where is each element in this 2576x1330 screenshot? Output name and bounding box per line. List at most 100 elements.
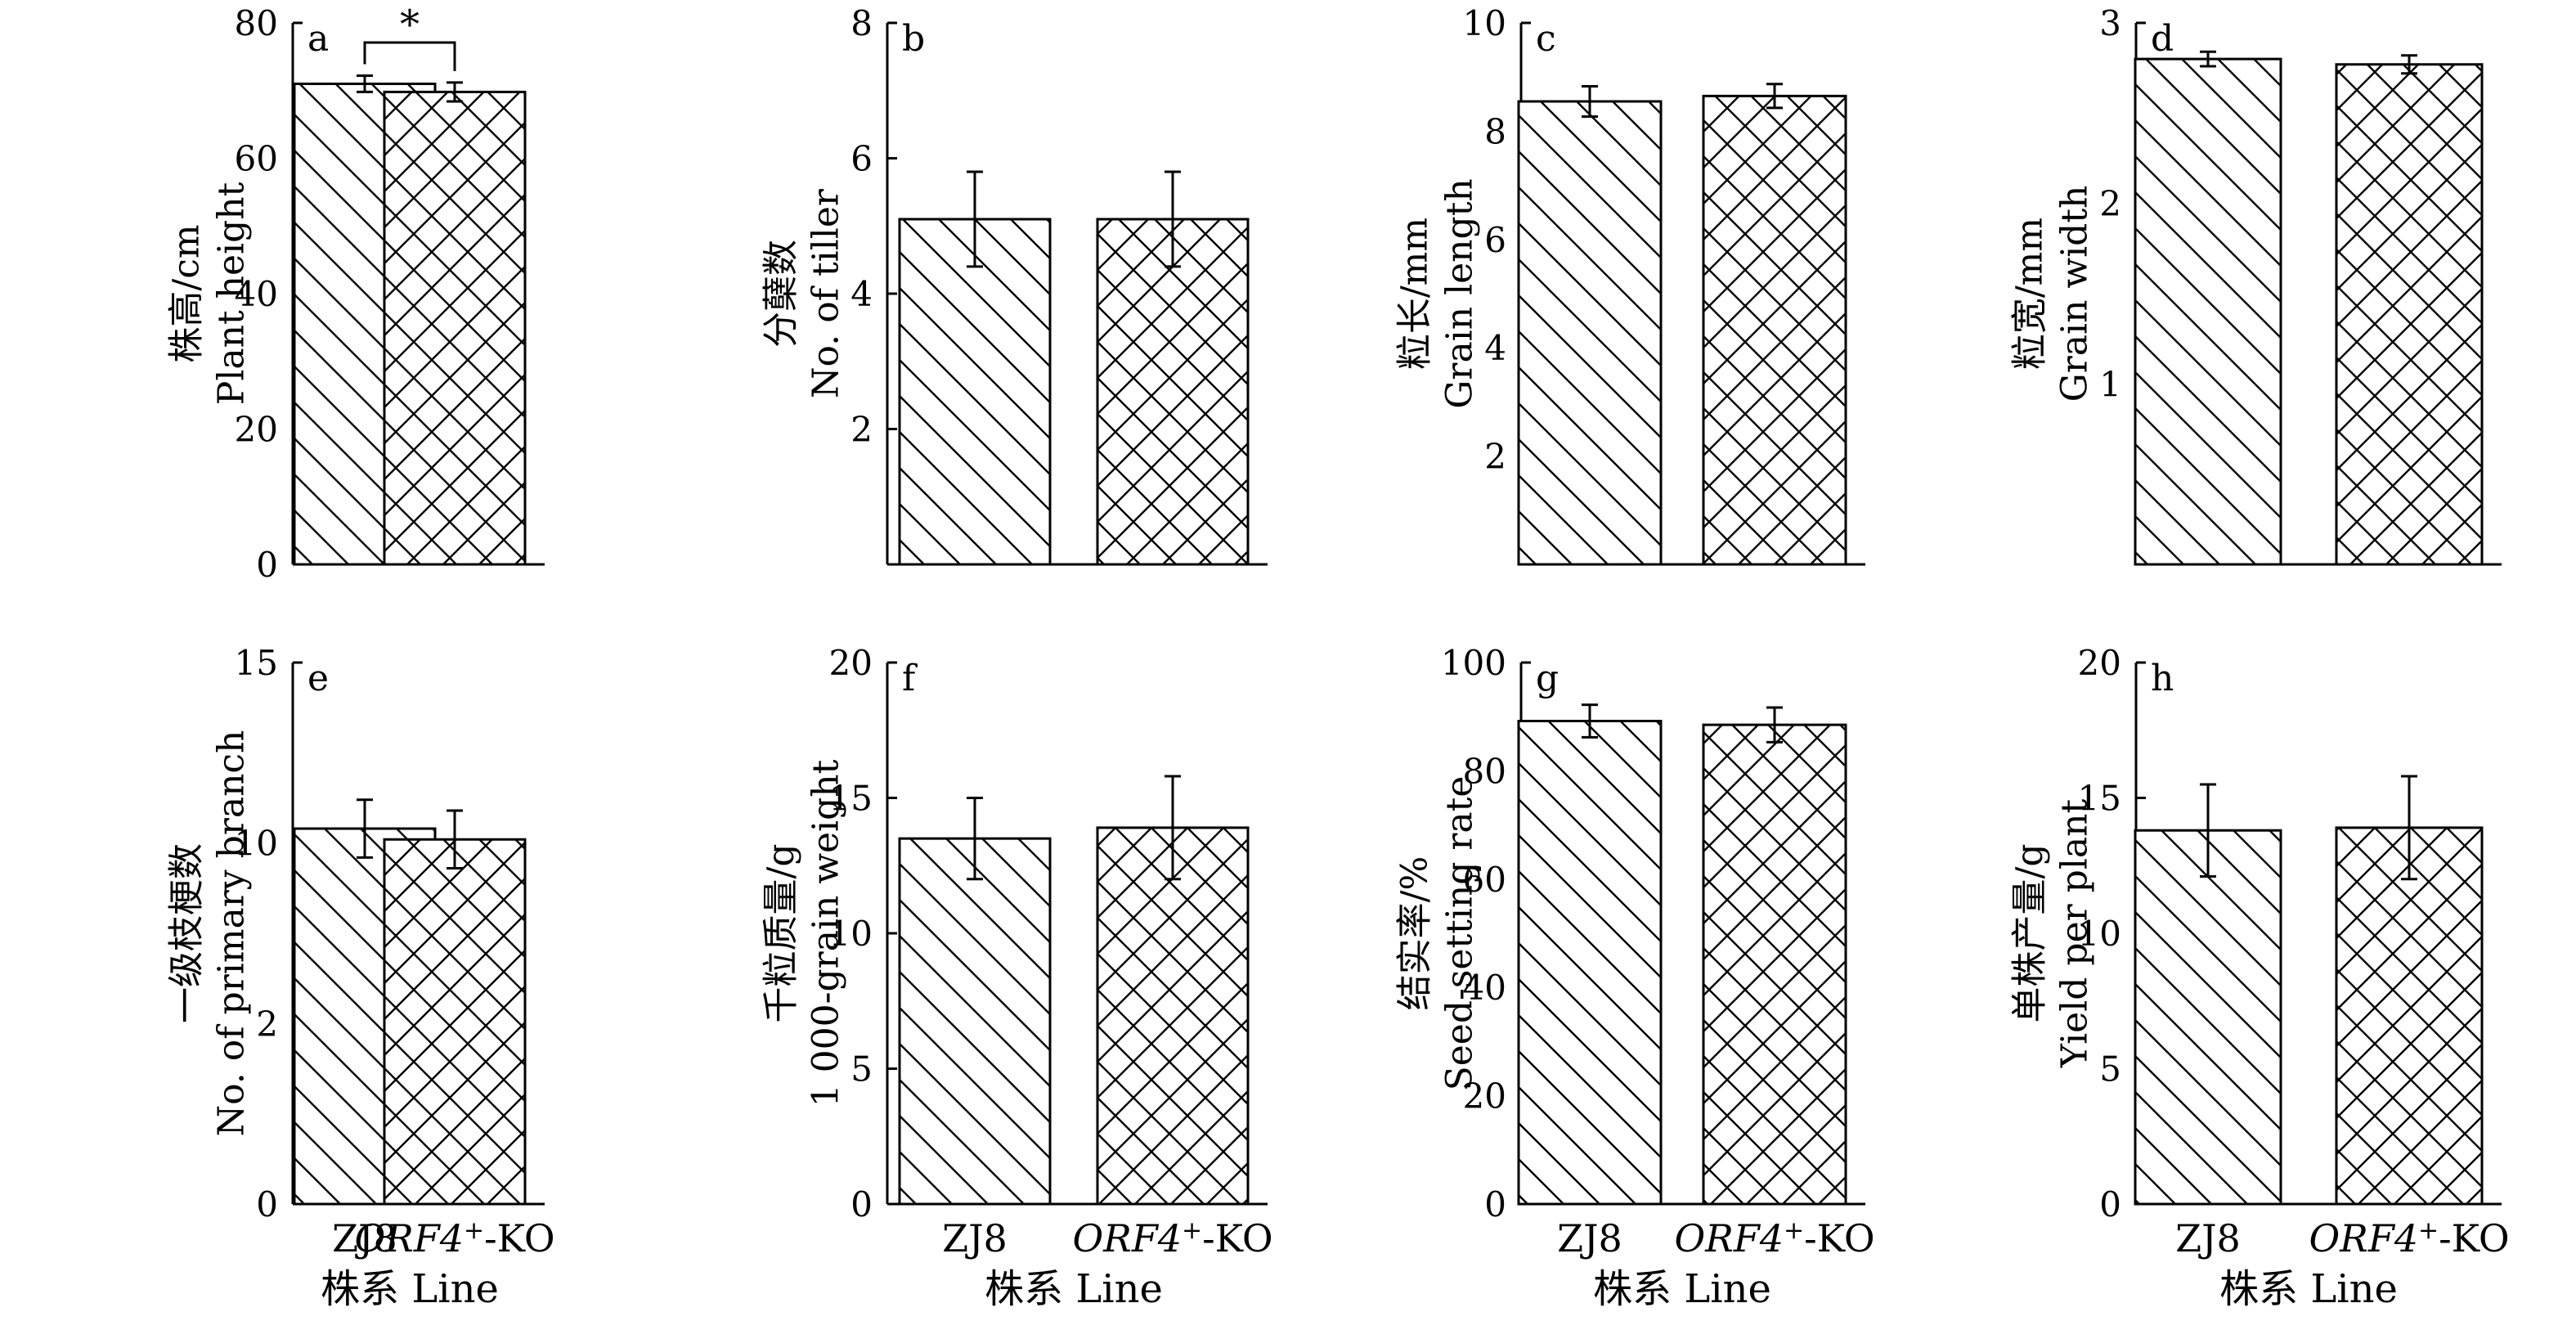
y-axis-label: 一级枝梗数No. of primary branch	[166, 730, 253, 1137]
y-axis-label: 分蘖数No. of tiller	[761, 188, 847, 398]
y-tick-label: 20	[829, 643, 873, 683]
panel-letter: h	[2151, 658, 2174, 699]
y-tick-label: 80	[1463, 751, 1506, 791]
bar-zj8	[898, 218, 1052, 566]
y-tick-label: 8	[1484, 111, 1506, 151]
y-tick-label: 3	[2099, 3, 2121, 43]
ko-superscript: +	[1784, 1216, 1804, 1245]
y-axis-label: 结实率/%Seed-setting rate	[1394, 776, 1481, 1091]
ko-suffix: -KO	[1202, 1216, 1272, 1260]
x-tick-label-zj8: ZJ8	[2175, 1216, 2241, 1260]
y-tick-label: 60	[1463, 860, 1506, 900]
y-tick-label: 6	[850, 139, 873, 179]
panel-b: 2 4 6 8 b 分蘖数No. of tiller	[761, 3, 1268, 566]
y-tick-label: 60	[235, 139, 278, 179]
y-tick-label: 5	[850, 1049, 873, 1090]
y-axis-label: 千粒质量/g1 000-grain weight	[761, 759, 847, 1107]
panel-f: 0 5 10 15 20 f 千粒质量/g1 000-grain weight	[761, 643, 1268, 1224]
significance-marker: *	[400, 2, 420, 47]
ko-gene: ORF4	[2309, 1216, 2418, 1260]
y-axis-label-cn: 粒长/mm	[1394, 218, 1436, 370]
bar-orf4-ko	[1702, 94, 1847, 566]
bar-orf4-ko	[1702, 723, 1847, 1206]
y-tick-label: 2	[1484, 437, 1506, 477]
y-axis-label: 粒长/mmGrain length	[1394, 178, 1481, 408]
panel-letter: c	[1536, 18, 1556, 60]
y-axis-label-en: Grain length	[1439, 178, 1481, 408]
panel-c: 2 4 6 8 10 c 粒长/mmGrain length	[1394, 3, 1865, 566]
bar-zj8	[898, 837, 1052, 1206]
y-tick-label: 40	[1463, 968, 1506, 1008]
y-tick-label: 4	[850, 274, 873, 314]
x-axis-labels-3: ZJ8 ORF4+-KO 株系 Line	[1557, 1216, 1874, 1312]
panel-a: 0 20 40 60 80 a 株高/cmPlant height *	[166, 2, 545, 585]
y-tick-label: 5	[2099, 1049, 2121, 1090]
bar-orf4-ko	[383, 838, 527, 1206]
x-tick-label-ko: ORF4+-KO	[1072, 1216, 1272, 1260]
ko-superscript: +	[1182, 1216, 1202, 1245]
y-tick-label: 15	[829, 779, 873, 819]
y-tick-label: 0	[850, 1184, 873, 1224]
panel-letter: a	[307, 18, 329, 60]
y-tick-label: 20	[1463, 1076, 1506, 1117]
ko-gene: ORF4	[1674, 1216, 1784, 1260]
panel-d: 1 2 3 d 粒宽/mmGrain width	[2009, 3, 2502, 566]
y-axis-label: 株高/cmPlant height	[166, 182, 253, 405]
y-tick-label: 10	[2078, 914, 2121, 954]
y-tick-label: 2	[850, 410, 873, 450]
bar-orf4-ko	[383, 90, 527, 566]
y-tick-label: 20	[235, 410, 278, 450]
ko-suffix: -KO	[484, 1216, 554, 1260]
ko-superscript: +	[2418, 1216, 2439, 1245]
y-axis-label-cn: 单株产量/g	[2009, 844, 2051, 1023]
ko-gene: ORF4	[1072, 1216, 1182, 1260]
y-axis-label-cn: 一级枝梗数	[166, 843, 208, 1023]
y-tick-label: 10	[235, 824, 278, 864]
y-tick-label: 80	[235, 3, 278, 43]
x-tick-label-zj8: ZJ8	[1557, 1216, 1622, 1260]
y-tick-label: 1	[2099, 364, 2121, 404]
y-tick-label: 0	[1484, 1184, 1506, 1224]
y-tick-label: 0	[256, 1184, 278, 1224]
panel-letter: f	[902, 658, 918, 699]
x-tick-label-ko: ORF4+-KO	[2309, 1216, 2509, 1260]
bar-zj8	[2134, 829, 2282, 1206]
x-axis-title: 株系 Line	[2219, 1266, 2398, 1312]
bar-orf4-ko	[2335, 826, 2484, 1206]
x-tick-label-zj8: ZJ8	[332, 1216, 397, 1260]
significance-bracket	[363, 41, 456, 71]
bar-zj8	[1517, 719, 1663, 1206]
bar-orf4-ko	[1096, 218, 1250, 566]
x-axis-title: 株系 Line	[1593, 1266, 1771, 1312]
panel-h: 0 5 10 15 20 h 单株产量/gYield per plant	[2009, 643, 2502, 1224]
y-axis-label-en: 1 000-grain weight	[806, 759, 847, 1107]
ko-gene: ORF4	[354, 1216, 464, 1260]
y-axis-label-en: Seed-setting rate	[1439, 776, 1481, 1091]
panel-e: 0 2 10 15 e 一级枝梗数No. of primary branch	[166, 643, 545, 1224]
x-tick-label-zj8: ZJ8	[942, 1216, 1008, 1260]
y-axis-label-cn: 千粒质量/g	[761, 844, 802, 1023]
y-axis-label-en: Yield per plant	[2054, 799, 2096, 1069]
y-axis-label: 单株产量/gYield per plant	[2009, 799, 2096, 1069]
x-tick-label-ko: ORF4+-KO	[1674, 1216, 1874, 1260]
y-tick-label: 2	[2099, 184, 2121, 224]
y-axis-label-en: Plant height	[211, 182, 253, 405]
y-tick-label: 40	[235, 274, 278, 314]
bar-zj8	[1517, 100, 1663, 566]
y-tick-label: 2	[256, 1004, 278, 1044]
x-axis-title: 株系 Line	[321, 1266, 499, 1312]
ko-suffix: -KO	[1804, 1216, 1874, 1260]
x-tick-label-ko: ORF4+-KO	[354, 1216, 554, 1260]
x-axis-title: 株系 Line	[985, 1266, 1163, 1312]
bar-orf4-ko	[2335, 63, 2484, 566]
y-axis-label-en: No. of tiller	[806, 188, 847, 398]
y-axis-label-en: No. of primary branch	[211, 730, 253, 1137]
x-axis-labels-4: ZJ8 ORF4+-KO 株系 Line	[2175, 1216, 2509, 1312]
y-tick-label: 4	[1484, 328, 1506, 368]
panel-letter: e	[307, 658, 329, 699]
y-tick-label: 100	[1441, 643, 1506, 683]
y-tick-label: 0	[256, 545, 278, 585]
panel-g: 0 20 40 60 80 100 g 结实率/%Seed-setting rate	[1394, 643, 1865, 1224]
